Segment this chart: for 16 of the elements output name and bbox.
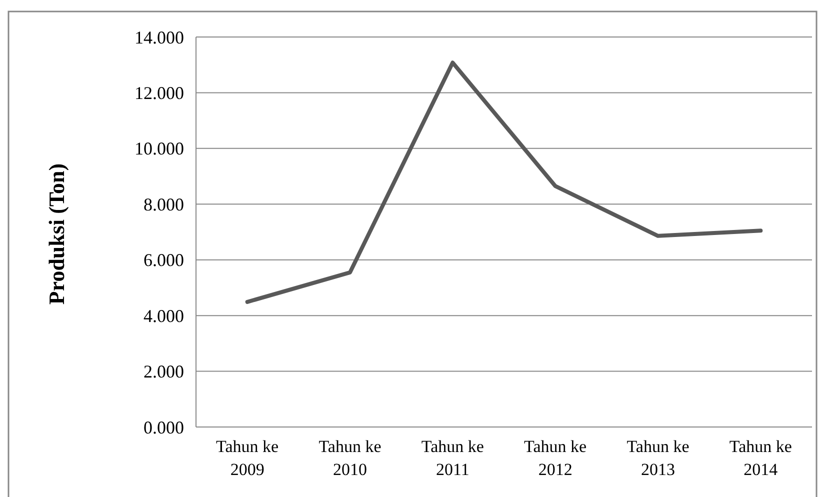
x-tick-label: Tahun ke 2012 xyxy=(524,437,587,479)
x-tick-label: Tahun ke 2010 xyxy=(318,437,382,479)
y-axis-title: Produksi (Ton) xyxy=(44,163,69,305)
y-tick-label: 0.000 xyxy=(144,417,184,438)
y-tick-label: 14.000 xyxy=(134,27,184,48)
y-tick-label: 10.000 xyxy=(134,138,184,159)
x-tick-label: Tahun ke 2013 xyxy=(626,437,690,479)
y-tick-label: 2.000 xyxy=(144,362,184,382)
x-tick-label: Tahun ke 2014 xyxy=(729,437,792,479)
x-tick-label: Tahun ke 2009 xyxy=(216,437,279,479)
y-tick-label: 8.000 xyxy=(144,194,184,214)
y-tick-label: 6.000 xyxy=(144,250,184,270)
line-series xyxy=(245,60,763,304)
y-tick-label: 4.000 xyxy=(144,306,184,326)
y-tick-label: 12.000 xyxy=(134,83,184,104)
x-tick-label: Tahun ke 2011 xyxy=(421,437,484,479)
